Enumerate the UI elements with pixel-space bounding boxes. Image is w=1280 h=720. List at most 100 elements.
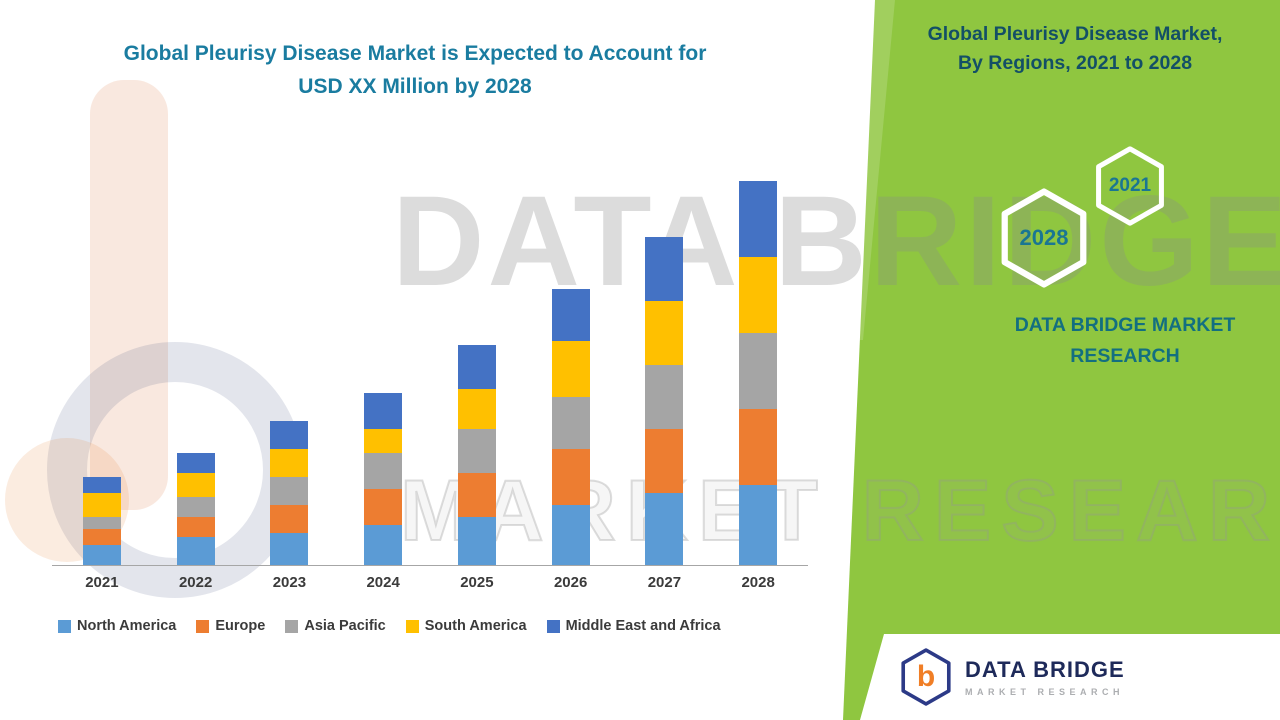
logo-name: DATA BRIDGE <box>965 657 1125 682</box>
bar-segment-middle-east-and-africa <box>551 289 590 341</box>
bar-segment-south-america <box>551 341 590 397</box>
bar-segment-europe <box>176 517 215 537</box>
x-axis-label-2025: 2025 <box>460 574 494 591</box>
bar-segment-asia-pacific <box>82 517 121 529</box>
hexagon-2028-label: 2028 <box>1019 225 1069 250</box>
legend-item-asia-pacific: Asia Pacific <box>285 618 386 634</box>
bar-segment-middle-east-and-africa <box>457 345 496 389</box>
hexagon-2028: 2028 <box>998 188 1090 288</box>
bar-2026 <box>524 120 618 565</box>
bar-stack-2026 <box>551 289 590 565</box>
side-panel-brand: DATA BRIDGE MARKET RESEARCH <box>1000 310 1250 372</box>
x-axis-label-2028: 2028 <box>741 574 775 591</box>
x-axis-label-2024: 2024 <box>366 574 400 591</box>
footer-logo-area: b DATA BRIDGE MARKET RESEARCH <box>860 634 1280 720</box>
bar-segment-asia-pacific <box>645 365 684 429</box>
bar-segment-asia-pacific <box>364 453 403 489</box>
bar-segment-north-america <box>364 525 403 565</box>
bar-segment-middle-east-and-africa <box>645 237 684 301</box>
bar-segment-middle-east-and-africa <box>82 477 121 493</box>
logo-monogram: b <box>916 660 936 693</box>
bar-stack-2021 <box>82 477 121 565</box>
bar-segment-europe <box>645 429 684 493</box>
bar-segment-middle-east-and-africa <box>364 393 403 429</box>
legend-swatch-south-america <box>405 619 419 633</box>
side-panel-brand-line1: DATA BRIDGE MARKET <box>1014 314 1236 336</box>
bar-segment-europe <box>82 529 121 545</box>
bar-segment-south-america <box>457 389 496 429</box>
bar-segment-north-america <box>457 517 496 565</box>
bar-segment-middle-east-and-africa <box>739 181 778 257</box>
watermark-databridge: DATA BRIDGE <box>392 170 1280 313</box>
x-axis-label-2021: 2021 <box>85 574 119 591</box>
bar-segment-asia-pacific <box>457 429 496 473</box>
bar-segment-europe <box>551 449 590 505</box>
bars-row <box>55 120 805 565</box>
x-axis-labels: 2021 2022 2023 2024 2025 2026 2027 2028 <box>55 574 805 591</box>
x-axis-label-2027: 2027 <box>647 574 682 591</box>
bar-segment-europe <box>270 505 309 533</box>
bar-segment-europe <box>457 473 496 517</box>
bar-2021 <box>55 120 149 565</box>
bar-segment-south-america <box>270 449 309 477</box>
logo-text-block: DATA BRIDGE MARKET RESEARCH <box>965 657 1125 697</box>
bar-2028 <box>711 120 805 565</box>
bar-stack-2022 <box>176 453 215 565</box>
x-axis-line <box>52 565 808 566</box>
bar-segment-asia-pacific <box>551 397 590 449</box>
bar-2022 <box>149 120 243 565</box>
side-panel-title-line1: Global Pleurisy Disease Market, <box>927 23 1223 45</box>
legend-item-middle-east-and-africa: Middle East and Africa <box>546 618 721 634</box>
x-axis-label-2022: 2022 <box>178 574 213 591</box>
databridge-logo-icon: b <box>900 648 952 706</box>
bar-segment-asia-pacific <box>176 497 215 517</box>
bar-2023 <box>243 120 337 565</box>
hexagon-outline-icon <box>1096 146 1164 226</box>
legend-label-south-america: South America <box>424 618 527 634</box>
legend-item-north-america: North America <box>58 618 176 634</box>
side-panel-title-line2: By Regions, 2021 to 2028 <box>957 52 1193 75</box>
bar-segment-europe <box>739 409 778 485</box>
bar-segment-south-america <box>645 301 684 365</box>
hexagon-2021: 2021 <box>1094 146 1166 226</box>
x-axis-label-2023: 2023 <box>272 574 307 591</box>
bar-segment-europe <box>364 489 403 525</box>
databridge-logo: b DATA BRIDGE MARKET RESEARCH <box>900 648 1125 706</box>
legend-label-north-america: North America <box>77 618 177 634</box>
legend-item-south-america: South America <box>405 618 527 634</box>
legend-label-asia-pacific: Asia Pacific <box>304 618 386 634</box>
bar-stack-2025 <box>457 345 496 565</box>
side-panel-brand-line2: RESEARCH <box>1070 345 1180 368</box>
bar-segment-south-america <box>82 493 121 517</box>
bar-segment-middle-east-and-africa <box>270 421 309 449</box>
legend: North America Europe Asia Pacific South Ame… <box>58 618 848 634</box>
bar-stack-2028 <box>739 181 778 565</box>
legend-item-europe: Europe <box>196 618 265 634</box>
bar-2024 <box>336 120 430 565</box>
chart-title-line1: Global Pleurisy Disease Market is Expect… <box>123 42 707 65</box>
bar-segment-north-america <box>176 537 215 565</box>
bar-segment-middle-east-and-africa <box>176 453 215 473</box>
legend-label-europe: Europe <box>215 618 266 634</box>
bar-stack-2027 <box>645 237 684 565</box>
bar-segment-south-america <box>739 257 778 333</box>
legend-swatch-asia-pacific <box>285 619 299 633</box>
watermark-marketresearch: MARKET RESEARCH <box>399 462 1280 560</box>
chart-title: Global Pleurisy Disease Market is Expect… <box>60 38 770 103</box>
side-panel-background <box>843 0 1280 720</box>
bar-stack-2024 <box>364 393 403 565</box>
legend-swatch-middle-east-and-africa <box>546 619 560 633</box>
hexagon-2021-label: 2021 <box>1108 175 1152 196</box>
side-panel-title: Global Pleurisy Disease Market, By Regio… <box>880 20 1270 79</box>
bar-segment-north-america <box>270 533 309 565</box>
bar-segment-asia-pacific <box>739 333 778 409</box>
bar-segment-north-america <box>645 493 684 565</box>
hexagon-outline-icon <box>1001 188 1087 288</box>
bar-segment-south-america <box>364 429 403 453</box>
logo-hexagon-icon <box>901 648 951 706</box>
bar-stack-2023 <box>270 421 309 565</box>
bar-segment-north-america <box>739 485 778 565</box>
logo-subtitle: MARKET RESEARCH <box>965 687 1125 697</box>
bar-segment-north-america <box>551 505 590 565</box>
